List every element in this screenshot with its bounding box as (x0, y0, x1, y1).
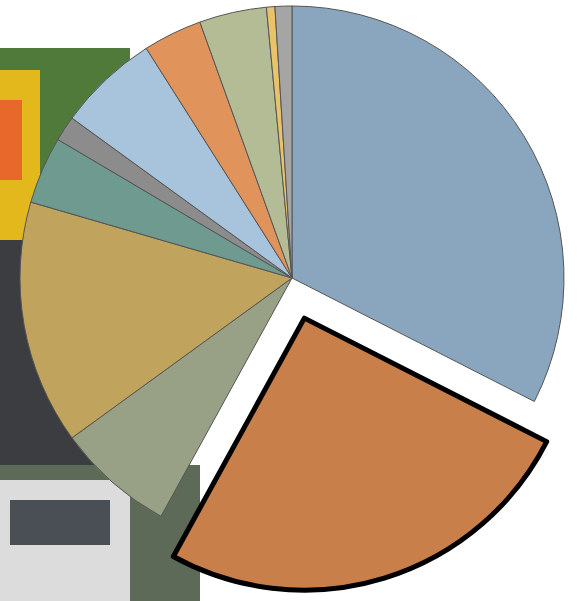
pie-slice (266, 7, 292, 278)
pie-slice (275, 6, 292, 278)
worker (0, 100, 22, 180)
chart (0, 0, 577, 601)
pie (20, 6, 564, 590)
truck (0, 480, 130, 601)
truck-window (10, 500, 110, 545)
pie-slice (173, 318, 546, 590)
